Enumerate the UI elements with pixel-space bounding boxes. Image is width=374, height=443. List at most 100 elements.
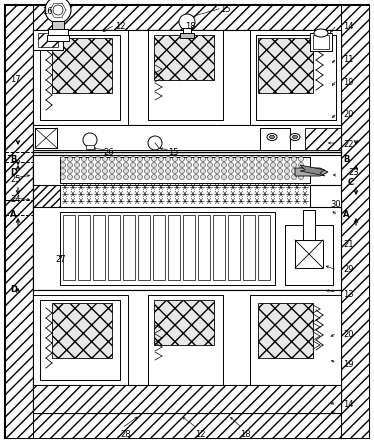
Circle shape bbox=[249, 175, 254, 179]
Circle shape bbox=[221, 156, 227, 162]
Text: 19: 19 bbox=[343, 360, 353, 369]
Circle shape bbox=[257, 163, 261, 167]
Bar bbox=[52, 21, 64, 31]
Circle shape bbox=[200, 163, 205, 167]
Text: 26: 26 bbox=[103, 148, 114, 157]
Bar bbox=[63, 215, 75, 280]
Text: 16: 16 bbox=[42, 7, 53, 16]
Circle shape bbox=[208, 168, 212, 174]
Circle shape bbox=[180, 163, 184, 167]
Ellipse shape bbox=[292, 135, 297, 139]
Circle shape bbox=[242, 168, 248, 174]
Circle shape bbox=[215, 168, 220, 174]
Text: 12: 12 bbox=[115, 22, 126, 31]
Text: A: A bbox=[10, 210, 16, 219]
Circle shape bbox=[159, 156, 163, 162]
Circle shape bbox=[278, 163, 282, 167]
Circle shape bbox=[208, 175, 212, 179]
Circle shape bbox=[83, 133, 97, 147]
Circle shape bbox=[116, 156, 122, 162]
Bar bbox=[33, 385, 341, 413]
Circle shape bbox=[172, 168, 178, 174]
Circle shape bbox=[278, 156, 282, 162]
Circle shape bbox=[264, 156, 269, 162]
Ellipse shape bbox=[270, 135, 275, 139]
Circle shape bbox=[215, 175, 220, 179]
Circle shape bbox=[89, 163, 94, 167]
Bar bbox=[198, 215, 210, 280]
Circle shape bbox=[187, 156, 191, 162]
Circle shape bbox=[110, 175, 114, 179]
Circle shape bbox=[151, 156, 156, 162]
Bar bbox=[258, 303, 313, 358]
Circle shape bbox=[110, 168, 114, 174]
Circle shape bbox=[257, 168, 261, 174]
Bar bbox=[33, 155, 61, 290]
Bar bbox=[48, 29, 68, 37]
Circle shape bbox=[285, 156, 289, 162]
Circle shape bbox=[61, 175, 65, 179]
Circle shape bbox=[298, 156, 303, 162]
Circle shape bbox=[278, 168, 282, 174]
Text: 14: 14 bbox=[343, 22, 353, 31]
Text: 21: 21 bbox=[343, 240, 353, 249]
Circle shape bbox=[131, 156, 135, 162]
Circle shape bbox=[116, 175, 122, 179]
Bar bbox=[40, 35, 120, 120]
Circle shape bbox=[180, 175, 184, 179]
Circle shape bbox=[221, 175, 227, 179]
Circle shape bbox=[131, 175, 135, 179]
Text: 23: 23 bbox=[348, 168, 359, 177]
Circle shape bbox=[110, 156, 114, 162]
Ellipse shape bbox=[290, 133, 300, 140]
Circle shape bbox=[95, 175, 101, 179]
Bar bbox=[33, 30, 341, 413]
Circle shape bbox=[264, 163, 269, 167]
Circle shape bbox=[102, 163, 107, 167]
Circle shape bbox=[123, 163, 129, 167]
Circle shape bbox=[285, 175, 289, 179]
Circle shape bbox=[221, 163, 227, 167]
Circle shape bbox=[138, 163, 142, 167]
Circle shape bbox=[270, 175, 276, 179]
Circle shape bbox=[249, 156, 254, 162]
Bar bbox=[258, 215, 270, 280]
Circle shape bbox=[270, 163, 276, 167]
Bar bbox=[86, 145, 94, 149]
Bar bbox=[313, 35, 329, 49]
Text: 12: 12 bbox=[195, 430, 205, 439]
Circle shape bbox=[53, 5, 63, 15]
Bar bbox=[168, 215, 180, 280]
Circle shape bbox=[291, 175, 297, 179]
Circle shape bbox=[131, 168, 135, 174]
Bar bbox=[154, 35, 214, 80]
Text: 11: 11 bbox=[343, 55, 353, 64]
Circle shape bbox=[229, 156, 233, 162]
Circle shape bbox=[102, 156, 107, 162]
Bar bbox=[341, 5, 369, 438]
Circle shape bbox=[123, 168, 129, 174]
Circle shape bbox=[110, 163, 114, 167]
Circle shape bbox=[221, 168, 227, 174]
Bar bbox=[60, 185, 310, 207]
Circle shape bbox=[95, 156, 101, 162]
Circle shape bbox=[159, 168, 163, 174]
Polygon shape bbox=[300, 165, 325, 176]
Circle shape bbox=[193, 175, 199, 179]
Circle shape bbox=[278, 175, 282, 179]
Circle shape bbox=[285, 163, 289, 167]
Circle shape bbox=[159, 175, 163, 179]
Circle shape bbox=[200, 156, 205, 162]
Bar bbox=[33, 30, 341, 220]
Circle shape bbox=[298, 168, 303, 174]
Circle shape bbox=[187, 163, 191, 167]
Circle shape bbox=[159, 163, 163, 167]
Circle shape bbox=[257, 175, 261, 179]
Bar bbox=[256, 35, 336, 120]
Text: 28: 28 bbox=[120, 430, 131, 439]
Circle shape bbox=[236, 156, 240, 162]
Circle shape bbox=[74, 168, 80, 174]
Text: 20: 20 bbox=[343, 110, 353, 119]
Circle shape bbox=[242, 163, 248, 167]
Circle shape bbox=[249, 163, 254, 167]
